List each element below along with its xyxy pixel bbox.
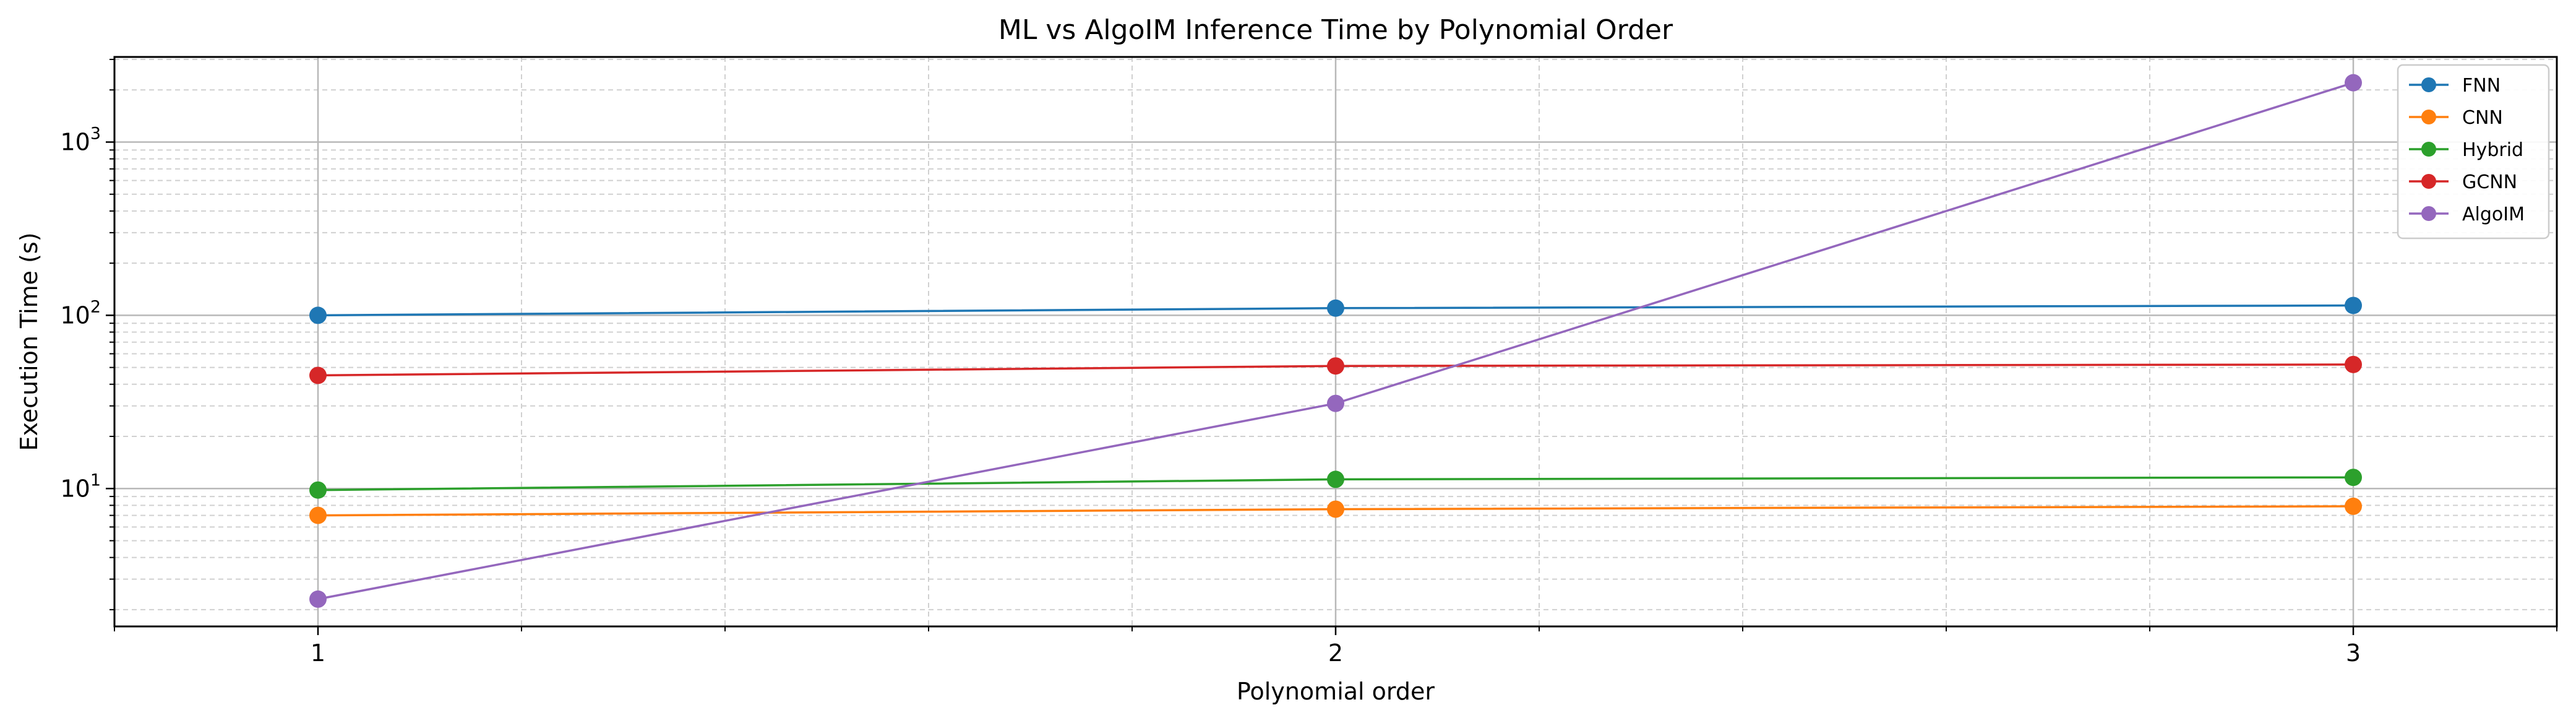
series-gcnn	[309, 355, 2362, 384]
data-point-algoim	[2345, 74, 2362, 92]
legend-item-algoim: AlgoIM	[2409, 204, 2525, 225]
legend-marker-cnn	[2421, 110, 2436, 124]
chart-title: ML vs AlgoIM Inference Time by Polynomia…	[998, 14, 1673, 46]
data-point-gcnn	[2345, 355, 2362, 373]
legend-marker-fnn	[2421, 77, 2436, 92]
x-tick-label: 1	[311, 639, 325, 667]
legend-marker-hybrid	[2421, 142, 2436, 157]
data-point-hybrid	[309, 481, 327, 499]
x-tick-label: 3	[2346, 639, 2361, 667]
data-point-fnn	[2345, 297, 2362, 314]
legend-label-hybrid: Hybrid	[2462, 139, 2523, 161]
y-tick-label: 101	[60, 470, 101, 502]
ticks: 101 102 103 1 2 3	[60, 58, 2557, 667]
series-algoim	[309, 74, 2362, 608]
data-point-fnn	[309, 306, 327, 324]
y-tick-label: 103	[60, 124, 101, 156]
legend-label-gcnn: GCNN	[2462, 171, 2517, 193]
data-point-hybrid	[2345, 469, 2362, 487]
legend-marker-gcnn	[2421, 174, 2436, 189]
legend-label-algoim: AlgoIM	[2462, 204, 2525, 225]
x-axis-label: Polynomial order	[1237, 678, 1435, 705]
legend-label-cnn: CNN	[2462, 107, 2503, 129]
grid	[114, 57, 2557, 626]
data-point-gcnn	[309, 366, 327, 384]
series-hybrid	[309, 469, 2362, 499]
series-cnn	[309, 497, 2362, 524]
legend-item-fnn: FNN	[2409, 75, 2501, 97]
legend-marker-algoim	[2421, 206, 2436, 221]
legend-item-gcnn: GCNN	[2409, 171, 2517, 193]
series-fnn	[309, 297, 2362, 324]
legend-item-cnn: CNN	[2409, 107, 2503, 129]
y-axis-label: Execution Time (s)	[15, 232, 43, 451]
data-point-fnn	[1327, 299, 1344, 317]
data-point-hybrid	[1327, 470, 1344, 488]
data-point-cnn	[1327, 500, 1344, 518]
data-point-algoim	[1327, 394, 1344, 412]
legend-item-hybrid: Hybrid	[2409, 139, 2523, 161]
data-point-cnn	[309, 506, 327, 524]
series-group	[309, 74, 2362, 608]
legend-box	[2397, 64, 2550, 240]
data-point-cnn	[2345, 497, 2362, 515]
legend-label-fnn: FNN	[2462, 75, 2501, 97]
y-tick-label: 102	[60, 297, 101, 329]
x-tick-label: 2	[1328, 639, 1343, 667]
data-point-gcnn	[1327, 357, 1344, 375]
data-point-algoim	[309, 590, 327, 608]
legend: FNN CNN Hybrid GCNN AlgoIM	[2397, 64, 2550, 240]
